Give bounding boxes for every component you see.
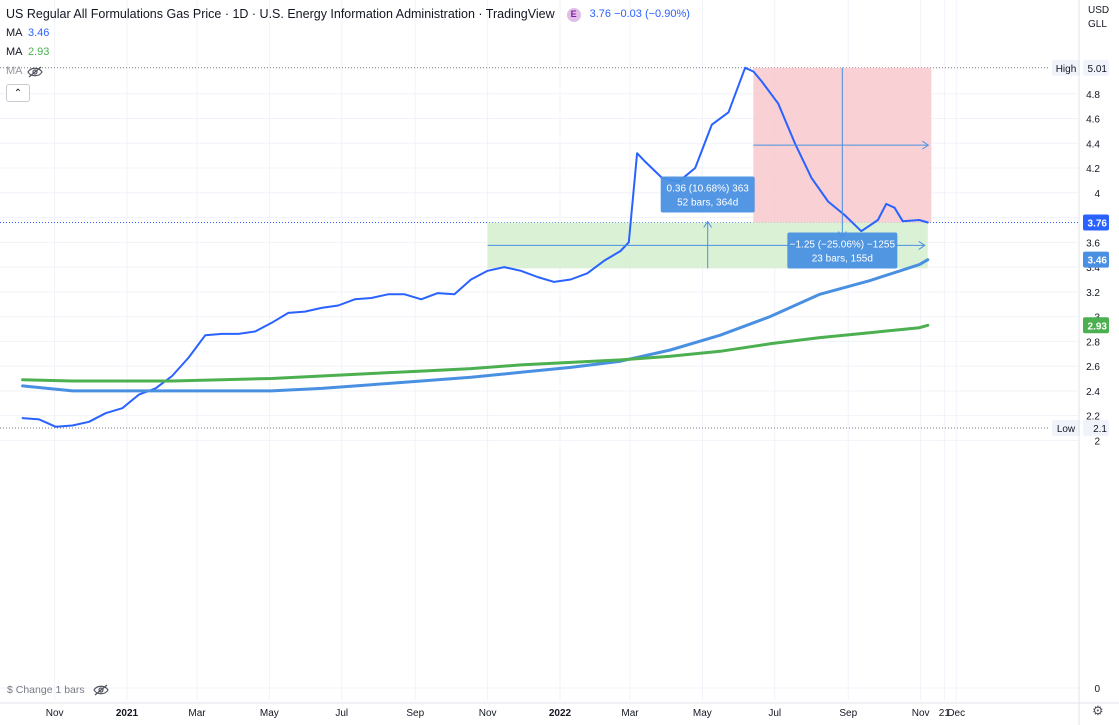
price-label-value: 2.1 — [1093, 424, 1107, 435]
y-tick-label: 3.2 — [1086, 288, 1100, 299]
earnings-badge[interactable]: E — [566, 7, 581, 22]
x-tick-label: Dec — [947, 708, 965, 719]
y-tick-label: 4 — [1094, 189, 1100, 200]
y-tick-label: 2.4 — [1086, 387, 1100, 398]
y-tick-label: 2.2 — [1086, 412, 1100, 423]
gear-icon[interactable]: ⚙ — [1092, 703, 1104, 718]
y-tick-label: 3.6 — [1086, 238, 1100, 249]
price-label-value: 3.76 — [1088, 219, 1108, 230]
collapse-legend-button[interactable]: ⌃ — [6, 84, 30, 102]
x-tick-label: Mar — [188, 708, 206, 719]
measure-up-label-line2: 52 bars, 364d — [677, 198, 738, 209]
measure-up-h-arrow — [918, 240, 926, 250]
price-label-box — [1083, 317, 1109, 334]
ma1-line — [21, 258, 930, 393]
y-tick-label: 2.6 — [1086, 362, 1100, 373]
measure-down-label-box — [787, 232, 898, 269]
y-tick-label: 0 — [1094, 684, 1100, 695]
y-tick-label: 4.2 — [1086, 164, 1100, 175]
price-label-box — [1083, 214, 1109, 231]
y-tick-label: 2 — [1094, 436, 1100, 447]
ma2-line — [21, 323, 930, 383]
price-tag-box — [1052, 59, 1080, 76]
y-tick-label: 4.8 — [1086, 90, 1100, 101]
eye-off-icon[interactable] — [26, 66, 43, 78]
price-label-value: 2.93 — [1088, 321, 1108, 332]
last-quote: 3.76 −0.03 (−0.90%) — [589, 8, 690, 20]
x-tick-label: 2021 — [116, 708, 139, 719]
ma2-value: 2.93 — [27, 46, 50, 58]
change-indicator[interactable]: $ Change 1 bars — [7, 684, 109, 696]
price-label-box — [1083, 420, 1109, 437]
chevron-up-icon: ⌃ — [13, 87, 23, 99]
measure-labels: 0.36 (10.68%) 363 52 bars, 364d −1.25 (−25… — [660, 176, 898, 269]
change-indicator-label: $ Change 1 bars — [7, 684, 85, 696]
price-tag-label: High — [1056, 64, 1077, 75]
price-label-value: 5.01 — [1088, 64, 1108, 75]
unit-selector[interactable]: USD GLL — [1088, 4, 1109, 32]
ma3-label: MA — [6, 65, 23, 77]
y-tick-label: 4.6 — [1086, 115, 1100, 126]
measure-down-label-line1: −1.25 (−25.06%) −1255 — [790, 240, 896, 251]
y-tick-label: 4.4 — [1086, 139, 1100, 150]
price-line — [21, 66, 929, 428]
measure-down-label-line2: 23 bars, 155d — [812, 254, 873, 265]
ma2-label: MA — [6, 46, 22, 58]
x-tick-label: Nov — [46, 708, 64, 719]
price-label-box — [1083, 251, 1109, 268]
price-label-box — [1083, 59, 1109, 76]
x-tick-label: Nov — [912, 708, 930, 719]
symbol-title[interactable]: US Regular All Formulations Gas Price · … — [6, 7, 555, 21]
x-tick-label: Sep — [406, 708, 424, 719]
x-tick-label: Mar — [621, 708, 639, 719]
measure-up-label-box — [660, 176, 755, 213]
y-tick-label: 2.8 — [1086, 337, 1100, 348]
x-tick-label: Nov — [479, 708, 497, 719]
measure-down-h-arrow — [922, 140, 930, 150]
price-tag-label: Low — [1057, 424, 1076, 435]
series-lines — [21, 66, 930, 428]
x-tick-label: Sep — [839, 708, 857, 719]
price-axis[interactable]: 022.22.42.62.833.23.43.63.844.24.44.64.8… — [1052, 0, 1109, 725]
ma1-legend[interactable]: MA 3.46 — [6, 24, 690, 43]
x-tick-label: May — [260, 708, 279, 719]
measure-up-label-line1: 0.36 (10.68%) 363 — [667, 184, 750, 195]
ma1-value: 3.46 — [27, 27, 50, 39]
price-label-value: 3.46 — [1088, 256, 1108, 267]
chart-legend: US Regular All Formulations Gas Price · … — [6, 5, 690, 102]
legend-title-row: US Regular All Formulations Gas Price · … — [6, 5, 690, 24]
ma3-legend[interactable]: MA — [6, 62, 690, 81]
measure-up-v-arrow — [703, 220, 713, 228]
unit-label: GLL — [1088, 19, 1107, 30]
eye-off-icon[interactable] — [92, 684, 109, 696]
x-tick-label: Jul — [335, 708, 348, 719]
x-tick-label: 21 — [939, 708, 951, 719]
price-tag-box — [1052, 420, 1080, 437]
time-axis[interactable]: Nov 2021 Mar May Jul Sep Nov 2022 Mar May Jul Sep No… — [0, 702, 1119, 719]
x-tick-label: May — [693, 708, 712, 719]
x-tick-label: Jul — [768, 708, 781, 719]
ma1-label: MA — [6, 27, 22, 39]
y-tick-label: 3.4 — [1086, 263, 1100, 274]
currency-label: USD — [1088, 5, 1110, 16]
ma2-legend[interactable]: MA 2.93 — [6, 43, 690, 62]
x-tick-label: 2022 — [549, 708, 572, 719]
